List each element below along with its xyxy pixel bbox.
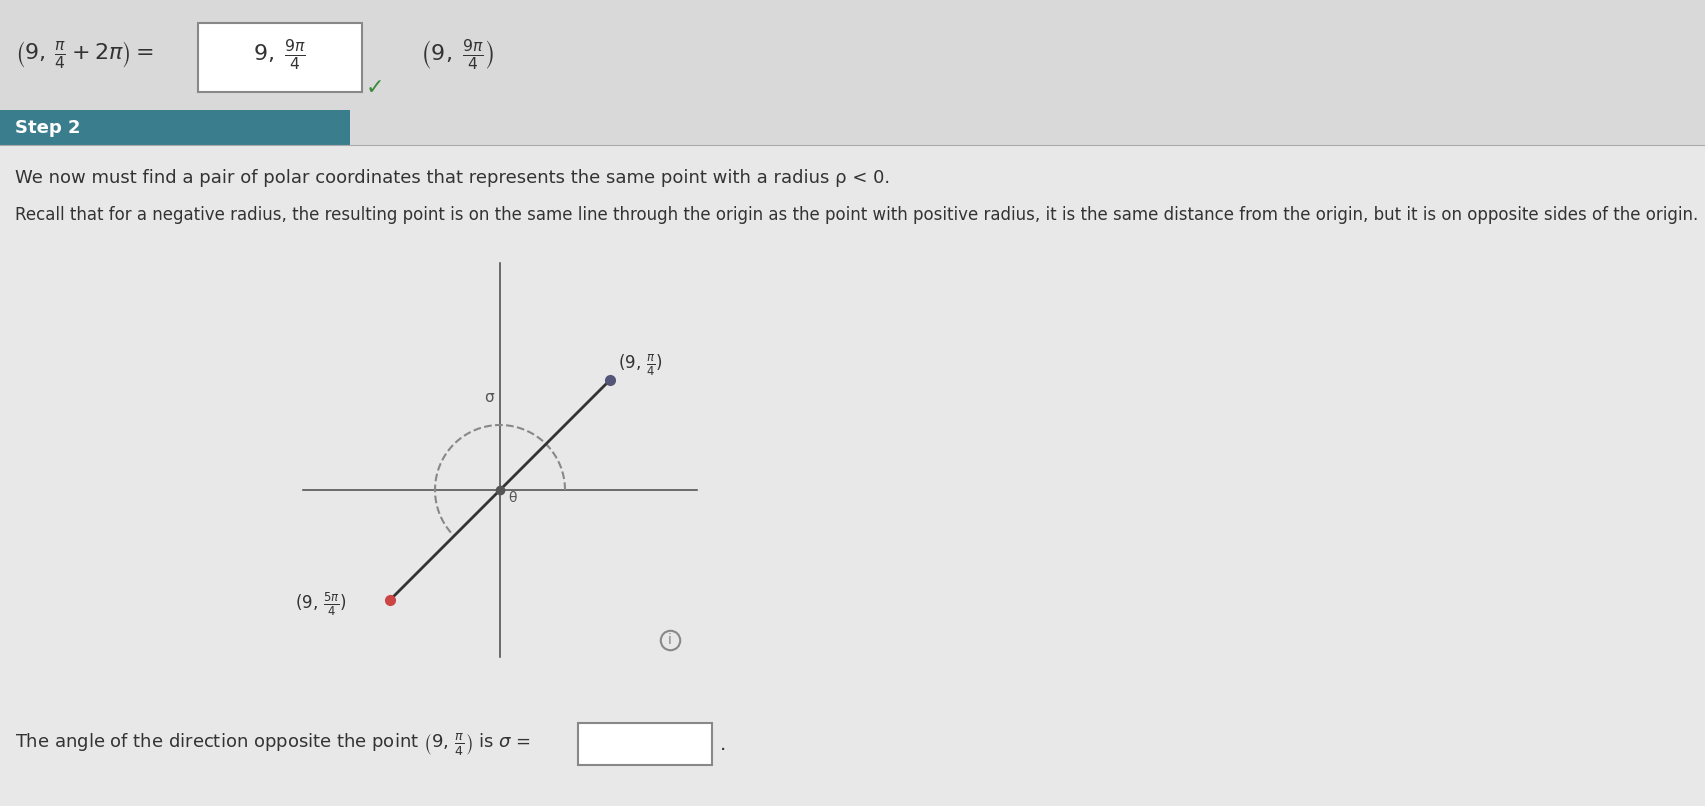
FancyBboxPatch shape	[0, 110, 350, 145]
Text: Recall that for a negative radius, the resulting point is on the same line throu: Recall that for a negative radius, the r…	[15, 206, 1696, 224]
Text: i: i	[668, 633, 672, 647]
Text: $\left(9,\; \frac{9\pi}{4}\right)$: $\left(9,\; \frac{9\pi}{4}\right)$	[419, 38, 494, 73]
Text: Step 2: Step 2	[15, 119, 80, 137]
FancyBboxPatch shape	[0, 145, 1705, 806]
Text: $(9,\,\frac{5\pi}{4})$: $(9,\,\frac{5\pi}{4})$	[295, 591, 348, 618]
Text: The angle of the direction opposite the point $\left(9,\, \frac{\pi}{4}\right)$ : The angle of the direction opposite the …	[15, 732, 532, 758]
Text: ✓: ✓	[365, 78, 384, 98]
FancyBboxPatch shape	[198, 23, 361, 92]
FancyBboxPatch shape	[578, 723, 711, 765]
Text: .: .	[720, 736, 726, 754]
Text: We now must find a pair of polar coordinates that represents the same point with: We now must find a pair of polar coordin…	[15, 169, 890, 187]
Text: σ: σ	[484, 389, 493, 405]
Text: $(9,\,\frac{\pi}{4})$: $(9,\,\frac{\pi}{4})$	[617, 353, 662, 378]
Text: θ: θ	[508, 491, 517, 505]
FancyBboxPatch shape	[0, 0, 1705, 120]
Text: $9,\; \frac{9\pi}{4}$: $9,\; \frac{9\pi}{4}$	[254, 37, 307, 72]
Text: $\left(9,\, \frac{\pi}{4} + 2\pi\right) = $: $\left(9,\, \frac{\pi}{4} + 2\pi\right) …	[15, 39, 153, 71]
